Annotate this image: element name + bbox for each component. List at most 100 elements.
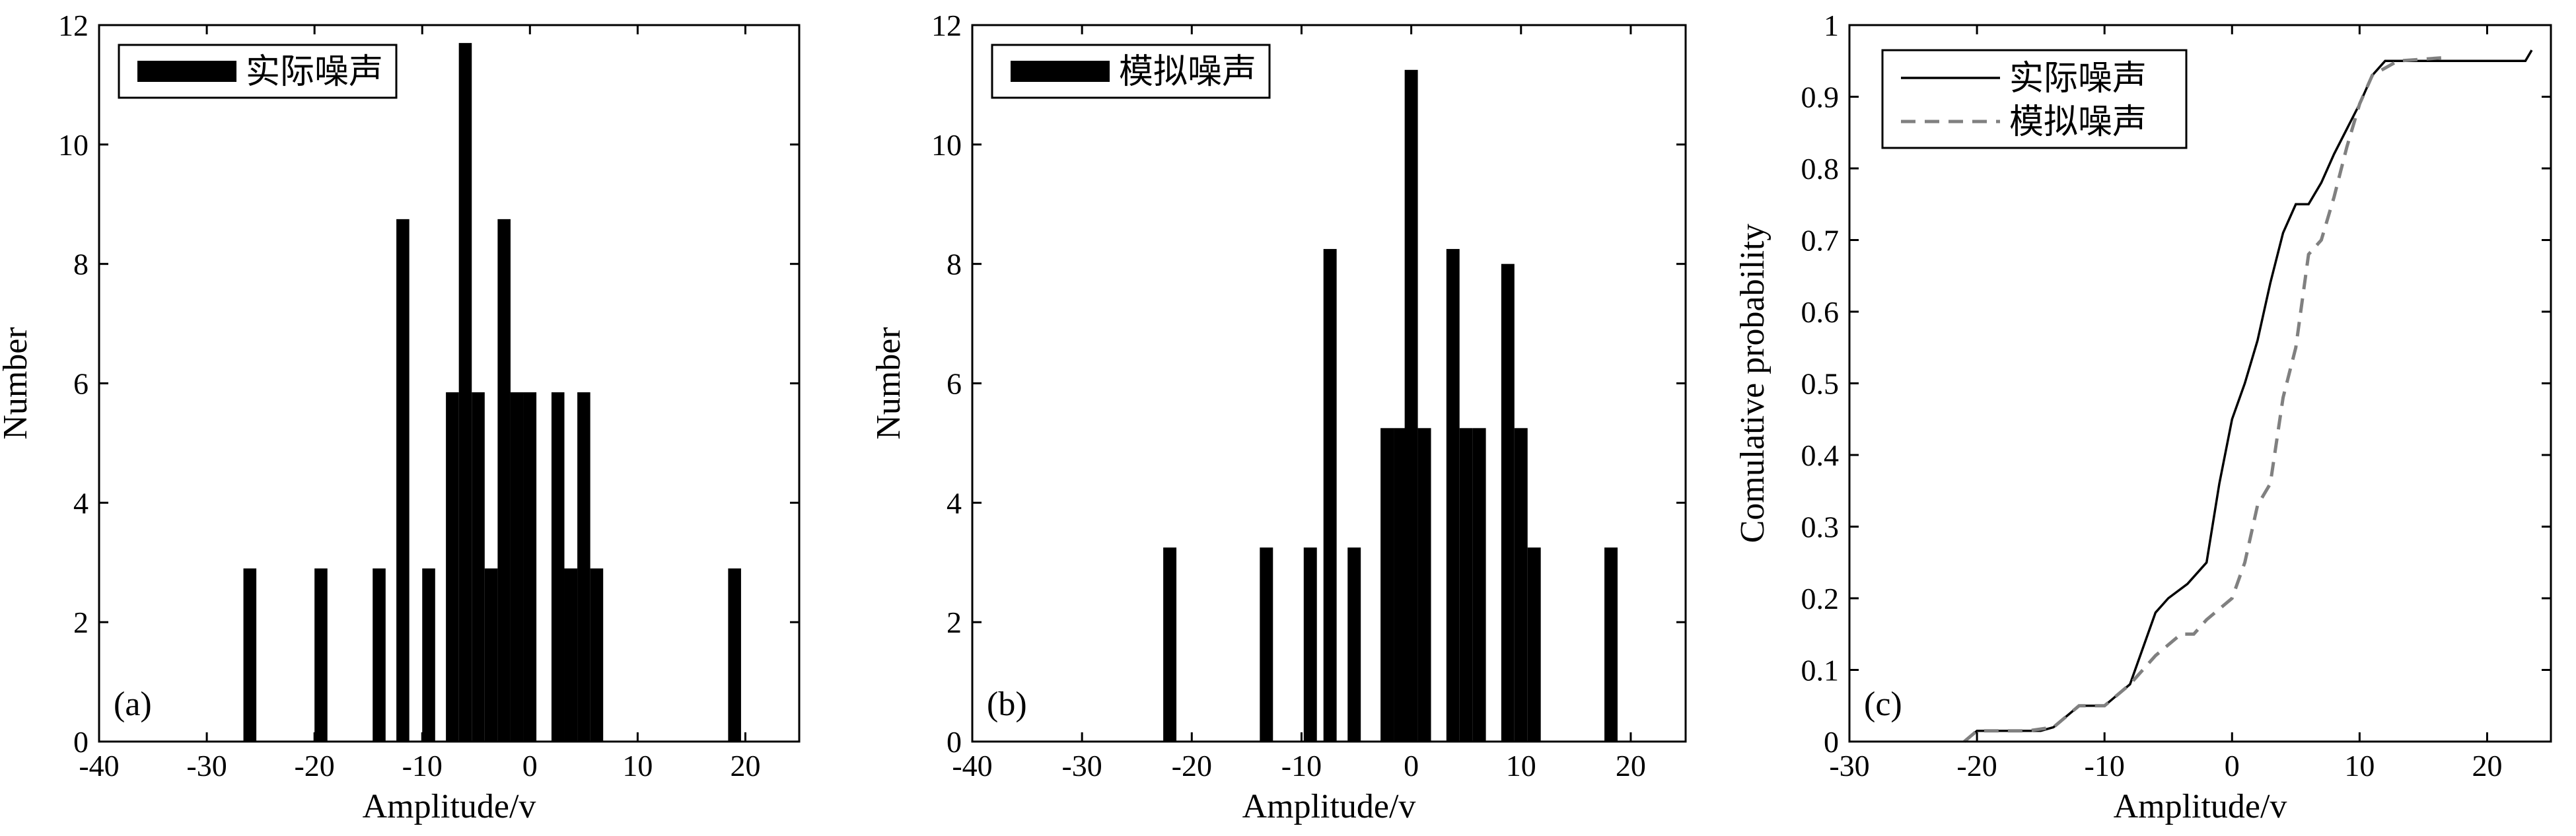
- bar: [446, 392, 459, 742]
- y-tick-label: 0: [947, 725, 962, 759]
- y-tick-label: 0.9: [1801, 81, 1840, 114]
- bar: [1323, 249, 1337, 742]
- bar: [1446, 249, 1460, 742]
- legend-box: [1881, 49, 2188, 149]
- bar: [1472, 428, 1486, 742]
- y-tick-label: 8: [73, 248, 89, 281]
- axis-ticks: -30 -20 -10 0 10 20 0 0.1 0.2 0.3 0.4 0.5 0.6 0.7 0.8 0…: [1801, 9, 2551, 783]
- y-tick-label: 0.4: [1801, 438, 1840, 472]
- bar: [728, 568, 741, 742]
- x-axis-title: Amplitude/v: [1242, 788, 1416, 825]
- bar: [523, 392, 537, 742]
- y-tick-label: 0.7: [1801, 224, 1840, 258]
- bar: [1303, 547, 1317, 742]
- y-tick-label: 10: [58, 128, 89, 162]
- panel-label: (a): [114, 685, 152, 723]
- y-tick-label: 6: [947, 367, 962, 401]
- y-tick-label: 2: [947, 606, 962, 639]
- y-tick-label: 12: [931, 9, 962, 42]
- bar: [1380, 428, 1394, 742]
- legend-label: 实际噪声: [246, 52, 383, 92]
- y-tick-label: 8: [947, 248, 962, 281]
- bar: [1163, 547, 1177, 742]
- y-tick-label: 6: [73, 367, 89, 401]
- x-tick-label: -40: [952, 749, 992, 783]
- x-tick-label: -40: [79, 749, 119, 783]
- y-tick-label: 0.8: [1801, 152, 1840, 186]
- axis-ticks: -40 -30 -20 -10 0 10 20 0 2 4 6 8 10 12: [58, 9, 799, 783]
- bar: [1527, 547, 1541, 742]
- x-axis-title: Amplitude/v: [2114, 788, 2287, 825]
- y-axis-title: Number: [870, 327, 908, 439]
- legend-swatch-bar: [1011, 61, 1110, 82]
- bar: [1417, 428, 1431, 742]
- y-tick-label: 4: [73, 486, 89, 520]
- bar: [1260, 547, 1273, 742]
- x-tick-label: 10: [622, 749, 653, 783]
- x-tick-label: 20: [2472, 749, 2502, 783]
- bar: [590, 568, 604, 742]
- y-tick-label: 0.1: [1801, 654, 1840, 687]
- bar: [396, 219, 410, 742]
- x-tick-label: -20: [1956, 749, 1997, 783]
- y-axis-title: Comulative probability: [1734, 224, 1771, 543]
- x-tick-label: -20: [294, 749, 334, 783]
- x-tick-label: 0: [1404, 749, 1419, 783]
- bar: [484, 568, 498, 742]
- bar: [577, 392, 590, 742]
- y-tick-label: 0.5: [1801, 367, 1840, 401]
- y-tick-label: 12: [58, 9, 89, 42]
- bar: [551, 392, 565, 742]
- y-tick-label: 2: [73, 606, 89, 639]
- x-tick-label: -30: [1061, 749, 1102, 783]
- bar: [422, 568, 435, 742]
- bars: [243, 43, 741, 742]
- y-tick-label: 0.3: [1801, 510, 1840, 544]
- x-axis-title: Amplitude/v: [363, 788, 536, 825]
- x-tick-label: 0: [2225, 749, 2240, 783]
- y-tick-label: 10: [931, 128, 962, 162]
- y-tick-label: 4: [947, 486, 962, 520]
- legend: 实际噪声 模拟噪声: [1881, 49, 2188, 149]
- bar: [1459, 428, 1473, 742]
- bar: [472, 392, 485, 742]
- panel-label: (c): [1864, 685, 1902, 723]
- bar: [497, 219, 511, 742]
- bar: [1394, 428, 1407, 742]
- y-tick-label: 0: [1824, 725, 1839, 759]
- x-tick-label: -10: [402, 749, 443, 783]
- bars: [1163, 69, 1618, 742]
- legend-label-actual: 实际噪声: [2009, 59, 2147, 98]
- legend-swatch-bar: [137, 61, 236, 82]
- x-tick-label: 10: [2344, 749, 2375, 783]
- bar: [1514, 428, 1528, 742]
- legend: 模拟噪声: [991, 44, 1271, 99]
- y-tick-label: 1: [1824, 9, 1839, 42]
- y-tick-label: 0.6: [1801, 295, 1840, 329]
- y-tick-label: 0: [73, 725, 89, 759]
- histogram-simulated-noise: -40 -30 -20 -10 0 10 20 0 2 4 6 8 10 12 Amplitude/v N…: [870, 9, 1687, 825]
- bar: [314, 568, 328, 742]
- bar: [243, 568, 257, 742]
- bar: [373, 568, 386, 742]
- y-tick-label: 0.2: [1801, 582, 1840, 615]
- series-lines: [1963, 50, 2533, 743]
- x-tick-label: -10: [1281, 749, 1322, 783]
- axis-ticks: -40 -30 -20 -10 0 10 20 0 2 4 6 8 10 12: [931, 9, 1686, 783]
- panel-label: (b): [987, 685, 1027, 723]
- legend-label-simulated: 模拟噪声: [2009, 102, 2147, 142]
- histogram-actual-noise: -40 -30 -20 -10 0 10 20 0 2 4 6 8 10 12 Amplitude/v N…: [0, 9, 801, 825]
- bar: [1604, 547, 1618, 742]
- x-tick-label: -10: [2085, 749, 2125, 783]
- legend-label: 模拟噪声: [1119, 52, 1256, 92]
- x-tick-label: -30: [1829, 749, 1869, 783]
- legend: 实际噪声: [118, 44, 398, 99]
- y-axis-title: Number: [0, 327, 34, 439]
- bar: [510, 392, 524, 742]
- x-tick-label: 0: [522, 749, 538, 783]
- bar: [458, 43, 472, 742]
- series-line-simulated: [1963, 55, 2449, 743]
- x-tick-label: -30: [186, 749, 227, 783]
- cumulative-probability-chart: -30 -20 -10 0 10 20 0 0.1 0.2 0.3 0.4 0.5 0.6 0.7 0.8 0…: [1734, 9, 2552, 825]
